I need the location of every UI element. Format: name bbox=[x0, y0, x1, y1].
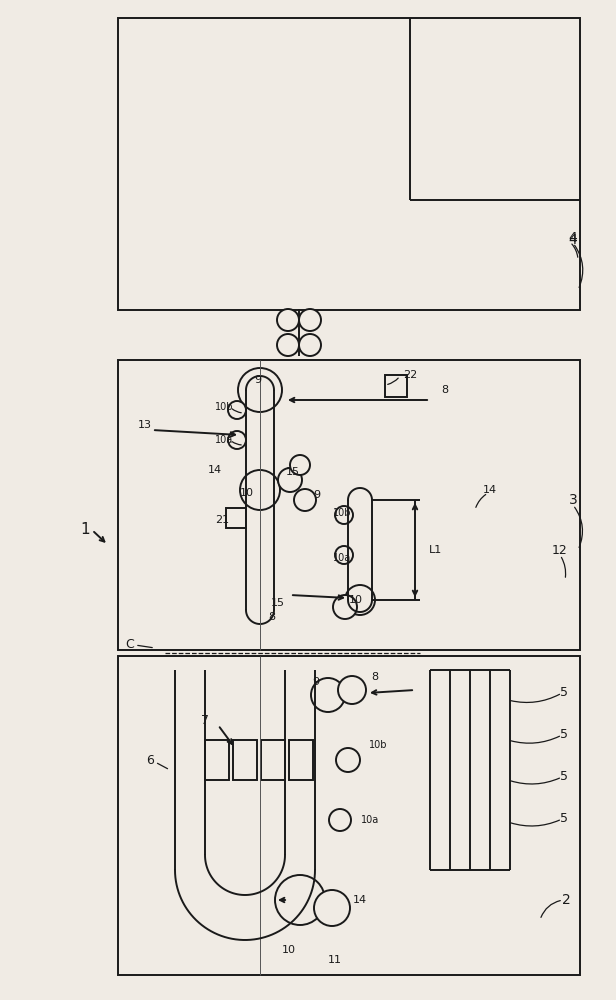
Circle shape bbox=[290, 455, 310, 475]
Text: 14: 14 bbox=[353, 895, 367, 905]
Circle shape bbox=[294, 489, 316, 511]
Text: 10a: 10a bbox=[361, 815, 379, 825]
Circle shape bbox=[336, 748, 360, 772]
Circle shape bbox=[335, 546, 353, 564]
Bar bbox=[118, 18, 580, 310]
Bar bbox=[261, 740, 285, 780]
Text: 10b: 10b bbox=[215, 402, 233, 412]
Text: 8: 8 bbox=[371, 672, 379, 682]
Text: L1: L1 bbox=[428, 545, 442, 555]
Text: 8: 8 bbox=[442, 385, 448, 395]
Circle shape bbox=[299, 309, 321, 331]
Text: 5: 5 bbox=[560, 770, 568, 784]
Circle shape bbox=[277, 334, 299, 356]
Circle shape bbox=[345, 585, 375, 615]
Circle shape bbox=[299, 334, 321, 356]
Text: 4: 4 bbox=[569, 231, 577, 245]
Circle shape bbox=[278, 468, 302, 492]
Text: 15: 15 bbox=[286, 467, 300, 477]
Text: 7: 7 bbox=[201, 714, 209, 726]
Text: 14: 14 bbox=[483, 485, 497, 495]
Bar bbox=[289, 740, 313, 780]
Circle shape bbox=[238, 368, 282, 412]
Text: 4: 4 bbox=[569, 233, 577, 247]
Bar bbox=[233, 740, 257, 780]
Bar bbox=[385, 375, 407, 397]
Circle shape bbox=[329, 809, 351, 831]
Text: 6: 6 bbox=[146, 754, 154, 766]
Circle shape bbox=[240, 470, 280, 510]
Text: 13: 13 bbox=[138, 420, 152, 430]
Circle shape bbox=[311, 678, 345, 712]
Bar bbox=[205, 740, 229, 780]
Text: 5: 5 bbox=[560, 728, 568, 742]
Text: 10a: 10a bbox=[333, 553, 351, 563]
Text: 10b: 10b bbox=[369, 740, 387, 750]
Text: 5: 5 bbox=[560, 686, 568, 700]
Text: 22: 22 bbox=[403, 370, 417, 380]
Circle shape bbox=[335, 506, 353, 524]
Text: 10a: 10a bbox=[215, 435, 233, 445]
Text: 10b: 10b bbox=[333, 508, 351, 518]
Bar bbox=[226, 508, 246, 528]
Text: 10: 10 bbox=[349, 595, 363, 605]
Circle shape bbox=[338, 676, 366, 704]
Text: 2: 2 bbox=[562, 893, 570, 907]
Bar bbox=[118, 360, 580, 650]
Text: 5: 5 bbox=[560, 812, 568, 826]
Text: 10: 10 bbox=[282, 945, 296, 955]
Circle shape bbox=[275, 875, 325, 925]
Text: 9: 9 bbox=[314, 490, 320, 500]
Text: 1: 1 bbox=[80, 522, 90, 538]
Text: 10: 10 bbox=[240, 488, 254, 498]
Text: 11: 11 bbox=[328, 955, 342, 965]
Circle shape bbox=[333, 595, 357, 619]
Text: C: C bbox=[126, 639, 134, 652]
Text: 9: 9 bbox=[312, 677, 320, 687]
Text: 9: 9 bbox=[254, 375, 262, 385]
Text: 8: 8 bbox=[269, 612, 275, 622]
Text: 15: 15 bbox=[271, 598, 285, 608]
Circle shape bbox=[228, 431, 246, 449]
Circle shape bbox=[228, 401, 246, 419]
Text: 21: 21 bbox=[215, 515, 229, 525]
Text: 12: 12 bbox=[552, 544, 568, 556]
Text: 3: 3 bbox=[569, 493, 577, 507]
Circle shape bbox=[277, 309, 299, 331]
Circle shape bbox=[314, 890, 350, 926]
Bar bbox=[118, 656, 580, 975]
Text: 14: 14 bbox=[208, 465, 222, 475]
